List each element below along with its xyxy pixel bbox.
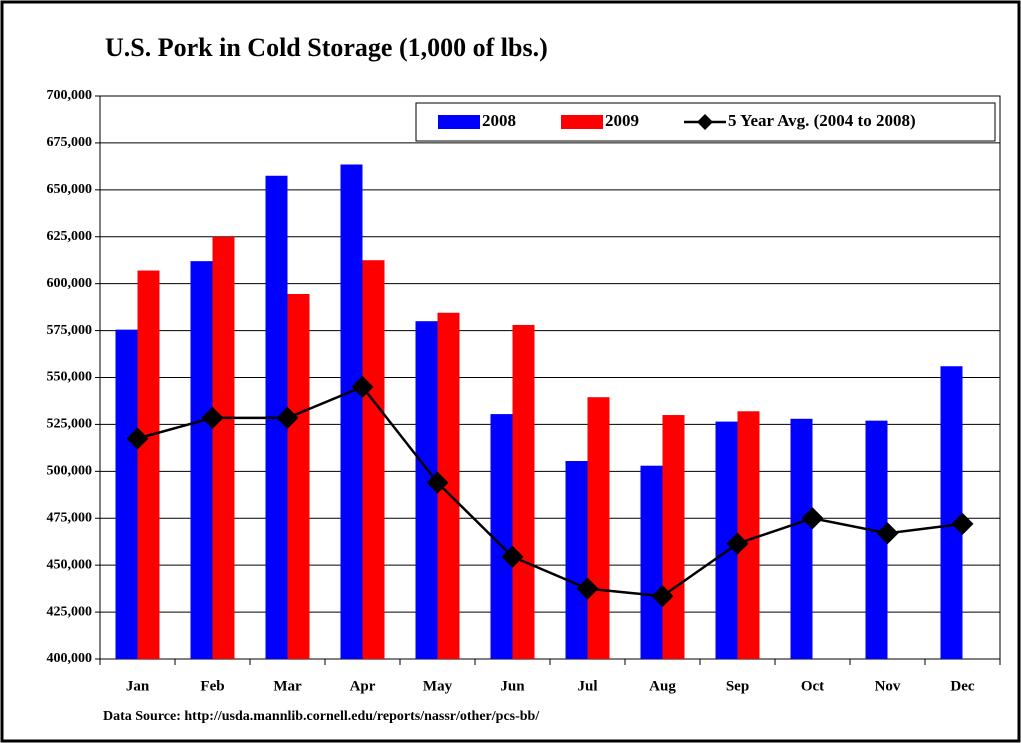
bar xyxy=(415,321,438,659)
x-tick-label: Apr xyxy=(350,678,376,694)
y-tick-label: 475,000 xyxy=(47,510,93,525)
x-tick-label: Mar xyxy=(273,678,302,694)
bar xyxy=(640,465,663,659)
bar xyxy=(737,411,760,659)
y-tick-label: 550,000 xyxy=(47,370,93,385)
bar xyxy=(790,418,813,659)
line xyxy=(137,385,963,598)
bar xyxy=(190,261,213,659)
bar xyxy=(212,236,235,659)
marker xyxy=(951,512,974,535)
marker xyxy=(276,406,299,429)
marker xyxy=(576,577,599,600)
marker xyxy=(726,532,749,555)
x-tick-label: Jan xyxy=(126,678,150,694)
legend-label: 2008 xyxy=(482,111,516,130)
marker xyxy=(126,427,149,450)
x-tick-label: Oct xyxy=(801,678,824,694)
bar xyxy=(940,366,963,659)
x-tick-label: Dec xyxy=(950,678,974,694)
marker xyxy=(501,545,524,568)
y-tick-label: 575,000 xyxy=(47,323,93,338)
x-tick-label: Feb xyxy=(200,678,224,694)
legend-label: 5 Year Avg. (2004 to 2008) xyxy=(728,111,916,130)
bar xyxy=(587,397,610,659)
bar xyxy=(490,414,513,659)
x-tick-label: May xyxy=(423,678,453,694)
y-tick-label: 625,000 xyxy=(47,229,93,244)
y-tick-label: 700,000 xyxy=(47,88,93,103)
y-tick-label: 600,000 xyxy=(47,276,93,291)
x-tick-label: Jul xyxy=(577,678,597,694)
y-tick-label: 675,000 xyxy=(47,135,93,150)
bar xyxy=(362,260,385,659)
x-tick-label: Jun xyxy=(500,678,525,694)
y-tick-label: 400,000 xyxy=(47,651,93,666)
chart-title: U.S. Pork in Cold Storage (1,000 of lbs.… xyxy=(105,33,548,62)
marker xyxy=(876,522,899,545)
marker xyxy=(426,471,449,494)
source-note: Data Source: http://usda.mannlib.cornell… xyxy=(103,709,540,724)
bar xyxy=(715,421,738,659)
x-tick-label: Nov xyxy=(875,678,901,694)
y-tick-label: 525,000 xyxy=(47,417,93,432)
marker xyxy=(201,406,224,429)
marker xyxy=(801,507,824,530)
bar xyxy=(287,293,310,659)
legend-label: 2009 xyxy=(605,111,639,130)
bar xyxy=(340,164,363,659)
x-tick-label: Sep xyxy=(726,678,749,694)
bar xyxy=(865,420,888,659)
legend-swatch xyxy=(561,115,603,129)
bar xyxy=(437,312,460,659)
x-tick-label: Aug xyxy=(649,678,676,694)
bar xyxy=(662,415,685,659)
y-tick-label: 650,000 xyxy=(47,182,93,197)
bar xyxy=(115,329,138,659)
legend-swatch xyxy=(438,115,480,129)
y-tick-label: 500,000 xyxy=(47,464,93,479)
bar xyxy=(565,461,588,659)
legend-marker xyxy=(697,114,713,130)
y-tick-label: 450,000 xyxy=(47,557,93,572)
bar xyxy=(137,270,160,659)
marker xyxy=(351,375,374,398)
marker xyxy=(651,585,674,608)
bar xyxy=(512,324,535,659)
y-tick-label: 425,000 xyxy=(47,604,93,619)
